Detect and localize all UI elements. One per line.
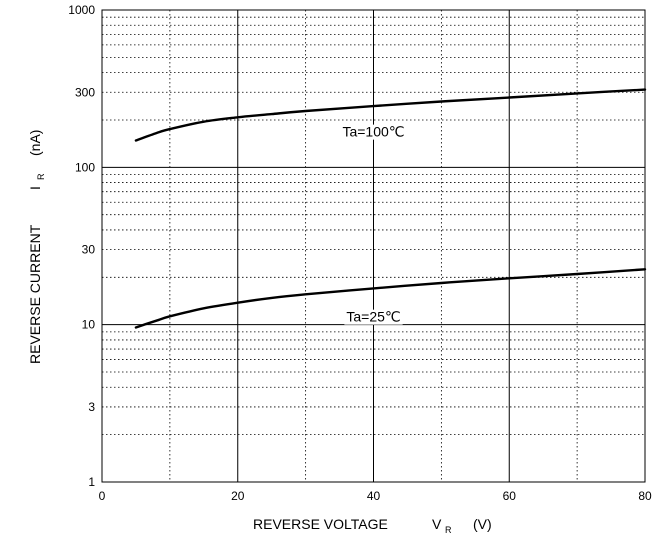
x-axis-title-subscript: R bbox=[445, 525, 452, 535]
y-axis-title-subscript: R bbox=[36, 173, 46, 180]
series-line-0 bbox=[134, 88, 647, 142]
data-curves bbox=[134, 88, 647, 329]
y-axis-title-symbol: I bbox=[27, 186, 43, 190]
y-tick-label: 1 bbox=[88, 475, 95, 489]
plot-frame bbox=[101, 9, 646, 483]
x-tick-label: 20 bbox=[231, 489, 245, 503]
y-axis-title-unit: (nA) bbox=[27, 130, 43, 156]
x-axis-title-main: REVERSE VOLTAGE bbox=[253, 516, 388, 532]
y-tick-label: 3 bbox=[88, 400, 95, 414]
series-annotation-background-0 bbox=[340, 124, 407, 140]
y-tick-label: 10 bbox=[82, 318, 96, 332]
x-axis-title: REVERSE VOLTAGE V R (V) bbox=[253, 516, 492, 536]
x-tick-label: 40 bbox=[367, 489, 381, 503]
x-axis-title-symbol: V bbox=[432, 516, 442, 532]
y-tick-label: 100 bbox=[75, 160, 95, 174]
y-tick-label: 1000 bbox=[68, 3, 95, 17]
grid-lines bbox=[102, 10, 645, 482]
x-tick-label: 80 bbox=[638, 489, 652, 503]
x-tick-label: 0 bbox=[99, 489, 106, 503]
y-tick-label: 30 bbox=[82, 243, 96, 257]
series-line-1 bbox=[134, 268, 647, 329]
series-annotation-background-1 bbox=[344, 309, 403, 325]
y-axis-title-main: REVERSE CURRENT bbox=[27, 224, 43, 364]
series-annotation-0: Ta=100℃ bbox=[342, 124, 404, 140]
y-tick-label: 300 bbox=[75, 85, 95, 99]
tick-labels: 0 20 40 60 80 1 3 10 30 100 300 1000 bbox=[68, 3, 652, 503]
x-tick-label: 60 bbox=[503, 489, 517, 503]
y-axis-title: REVERSE CURRENT I R (nA) bbox=[27, 130, 47, 364]
x-axis-title-unit: (V) bbox=[473, 516, 492, 532]
series-annotation-1: Ta=25℃ bbox=[346, 309, 400, 325]
annotations: Ta=100℃ Ta=25℃ bbox=[340, 124, 407, 325]
